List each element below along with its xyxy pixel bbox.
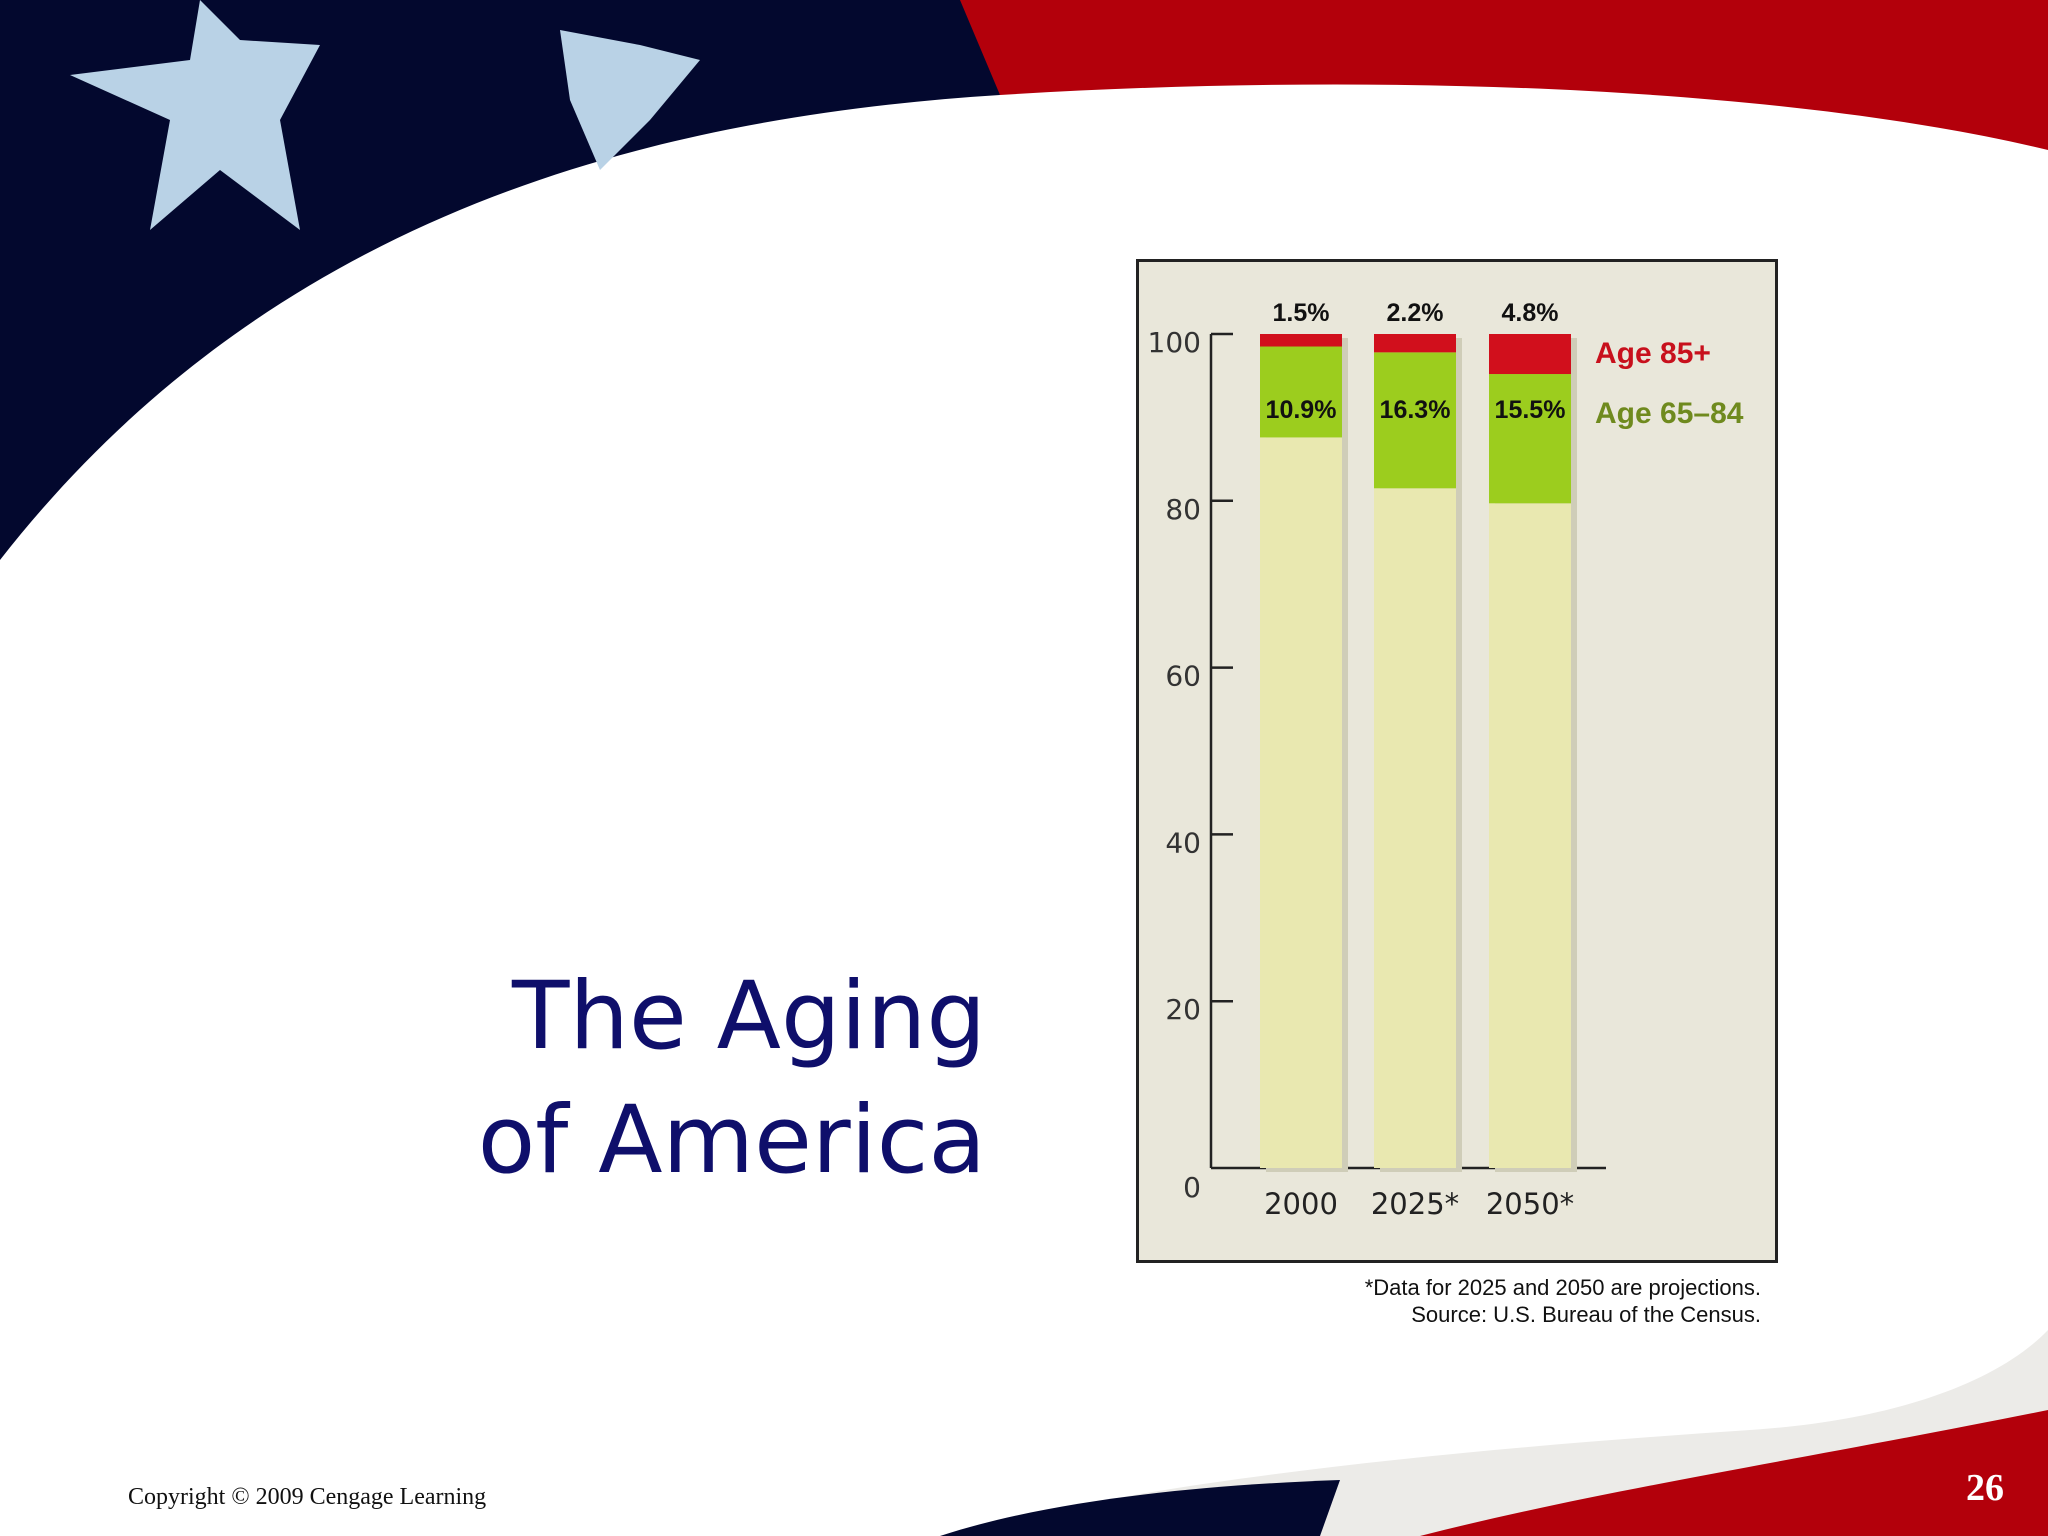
bar-segment-under-65 [1489,503,1571,1168]
bar-segment-age-65-84 [1260,346,1342,438]
flag-navy-bottom [940,1480,1340,1536]
y-tick-label: 0 [1183,1171,1201,1204]
chart-panel: 0 20 40 60 80 100 2000 1.5% 10.9% 2025* 2.2% 16.3% 2… [1136,259,1778,1263]
projection-note: *Data for 2025 and 2050 are projections. [1364,1275,1761,1300]
flag-star-2 [560,30,700,170]
x-tick-label: 2000 [1264,1187,1338,1221]
legend-age-65-84: Age 65–84 [1595,397,1744,430]
y-tick-label: 100 [1148,326,1201,359]
x-tick-label: 2025* [1371,1187,1459,1221]
flag-red-top [940,0,2048,150]
title-line-1: The Aging [511,962,986,1071]
flag-star-1 [70,0,320,230]
bar-segment-age-85-plus [1374,334,1456,353]
bar-segment-under-65 [1374,488,1456,1168]
data-label-age-85-plus: 4.8% [1502,299,1559,327]
page-number: 26 [1966,1467,2004,1509]
legend-age-85-plus: Age 85+ [1595,337,1711,370]
y-tick-label: 20 [1165,993,1201,1026]
stacked-bar-chart: 0 20 40 60 80 100 2000 1.5% 10.9% 2025* 2.2% 16.3% 2… [1148,299,1744,1221]
copyright-text: Copyright © 2009 Cengage Learning [128,1484,487,1510]
flag-red-bottom [1420,1410,2048,1536]
bar-segment-age-65-84 [1374,352,1456,489]
data-label-age-85-plus: 2.2% [1387,299,1444,327]
source-note: Source: U.S. Bureau of the Census. [1411,1302,1761,1327]
slide-title: The Aging of America [226,955,986,1203]
data-label-age-65-84: 15.5% [1495,396,1566,424]
bar-segment-age-85-plus [1489,334,1571,375]
title-line-2: of America [477,1086,986,1195]
data-label-age-65-84: 10.9% [1266,396,1337,424]
y-tick-label: 40 [1165,826,1201,859]
bar-segment-under-65 [1260,437,1342,1168]
x-tick-label: 2050* [1486,1187,1574,1221]
bar-segment-age-65-84 [1489,374,1571,504]
y-tick-label: 80 [1165,493,1201,526]
bar-segment-age-85-plus [1260,334,1342,347]
y-tick-label: 60 [1165,660,1201,693]
data-label-age-65-84: 16.3% [1380,396,1451,424]
data-label-age-85-plus: 1.5% [1273,299,1330,327]
